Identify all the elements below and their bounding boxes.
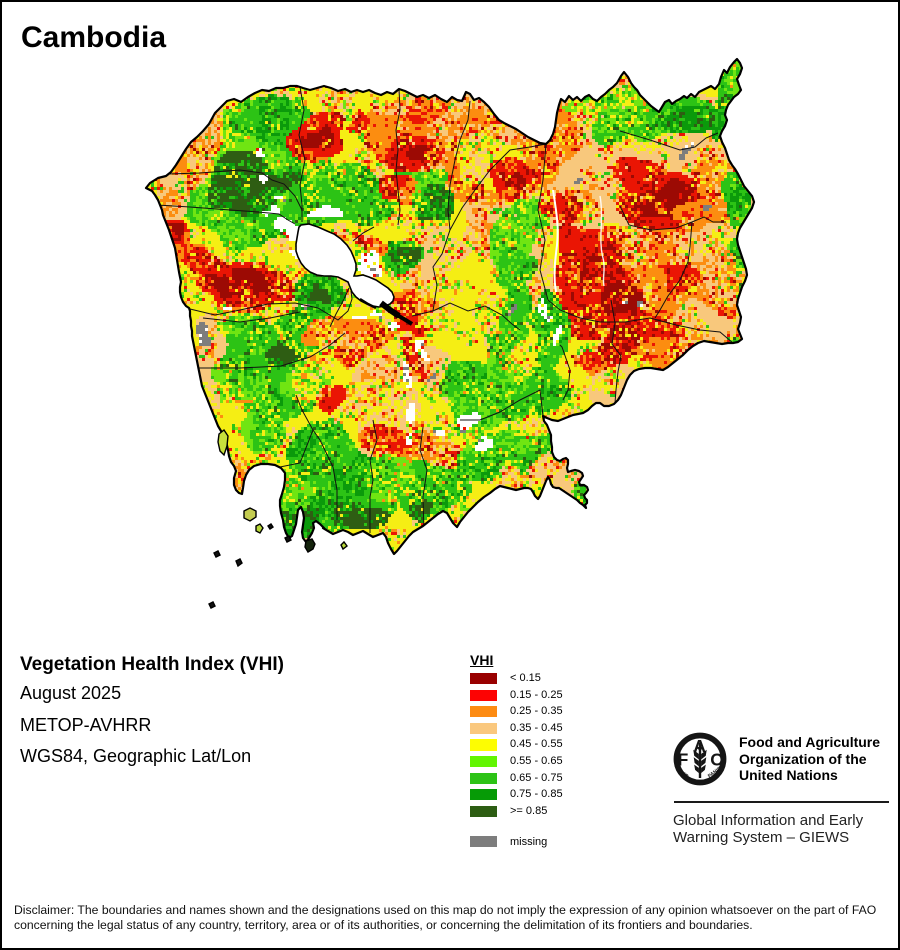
svg-text:F: F (678, 749, 689, 769)
svg-text:O: O (710, 750, 724, 770)
svg-text:FIAT: FIAT (677, 769, 689, 780)
